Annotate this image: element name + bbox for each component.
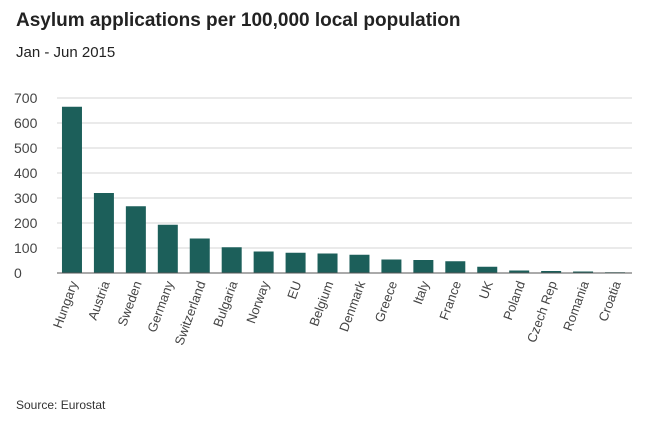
x-tick-label: EU bbox=[284, 279, 304, 301]
bar-france bbox=[445, 261, 466, 273]
x-tick-label: Poland bbox=[500, 279, 528, 322]
x-tick-label: Italy bbox=[410, 278, 432, 306]
x-tick-label: Belgium bbox=[306, 279, 336, 328]
bar-uk bbox=[477, 266, 498, 273]
x-tick-label: Bulgaria bbox=[210, 278, 241, 329]
x-tick-label: Czech Rep bbox=[524, 279, 560, 345]
x-tick-label: Denmark bbox=[336, 278, 368, 333]
x-tick-label: Romania bbox=[560, 278, 592, 333]
y-tick-label: 300 bbox=[14, 190, 38, 206]
x-tick-label: Hungary bbox=[50, 278, 81, 330]
x-tick-label: UK bbox=[476, 279, 496, 301]
bar-norway bbox=[253, 251, 274, 273]
y-tick-label: 500 bbox=[14, 140, 38, 156]
bar-germany bbox=[157, 224, 178, 273]
bar-romania bbox=[573, 271, 594, 273]
bar-poland bbox=[509, 270, 530, 273]
x-tick-label: Greece bbox=[372, 279, 401, 324]
bar-czech-rep bbox=[541, 271, 562, 273]
x-tick-label: Sweden bbox=[115, 279, 145, 328]
gridlines bbox=[57, 97, 632, 249]
bar-eu bbox=[285, 252, 306, 273]
bar-hungary bbox=[61, 106, 82, 273]
bar-bulgaria bbox=[221, 247, 242, 273]
x-tick-label: Germany bbox=[144, 278, 177, 334]
x-tick-label: Croatia bbox=[595, 278, 624, 323]
bar-austria bbox=[93, 193, 114, 273]
bar-italy bbox=[413, 260, 434, 273]
bars bbox=[61, 106, 626, 274]
y-axis-ticks: 0 100 200 300 400 500 600 700 bbox=[14, 90, 38, 281]
bar-switzerland bbox=[189, 238, 210, 273]
x-tick-label: Switzerland bbox=[171, 279, 208, 347]
bar-denmark bbox=[349, 254, 370, 273]
source-note: Source: Eurostat bbox=[16, 398, 106, 412]
x-tick-label: Norway bbox=[243, 278, 272, 325]
y-tick-label: 700 bbox=[14, 90, 38, 106]
y-tick-label: 400 bbox=[14, 165, 38, 181]
bar-sweden bbox=[125, 206, 146, 273]
y-tick-label: 600 bbox=[14, 115, 38, 131]
y-tick-label: 200 bbox=[14, 215, 38, 231]
bar-greece bbox=[381, 259, 402, 273]
x-tick-label: Austria bbox=[85, 278, 113, 322]
chart-subtitle: Jan - Jun 2015 bbox=[16, 44, 116, 61]
x-tick-label: France bbox=[436, 279, 464, 322]
y-tick-label: 100 bbox=[14, 240, 38, 256]
y-tick-label: 0 bbox=[14, 265, 22, 281]
bar-belgium bbox=[317, 253, 338, 273]
chart-title: Asylum applications per 100,000 local po… bbox=[16, 10, 461, 31]
